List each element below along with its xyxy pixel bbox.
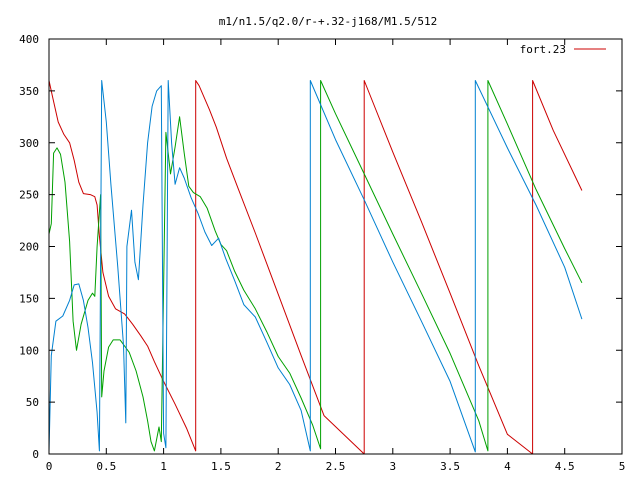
y-tick-label: 50	[26, 396, 39, 409]
series-green-line	[48, 80, 583, 452]
x-tick-label: 3	[389, 460, 396, 473]
series-blue-line	[48, 80, 583, 453]
y-tick-label: 350	[19, 85, 39, 98]
chart-title: m1/n1.5/q2.0/r-+.32-j168/M1.5/512	[219, 15, 438, 28]
y-tick-label: 100	[19, 344, 39, 357]
legend-label: fort.23	[520, 43, 566, 56]
series-red-line	[48, 80, 583, 455]
legend: fort.23	[520, 43, 606, 56]
x-tick-label: 1.5	[211, 460, 231, 473]
y-tick-label: 200	[19, 241, 39, 254]
ticks-layer: 0 0.5 1 1.5 2 2.5 3 3.5 4 4.5 50501001502002503003…	[19, 33, 625, 473]
x-tick-label: 1	[160, 460, 167, 473]
x-tick-label: 0	[46, 460, 53, 473]
y-tick-label: 400	[19, 33, 39, 46]
x-tick-label: 2	[275, 460, 282, 473]
y-tick-label: 300	[19, 137, 39, 150]
x-tick-label: 5	[619, 460, 626, 473]
y-tick-label: 250	[19, 189, 39, 202]
plot-frame	[48, 38, 623, 455]
y-tick-label: 0	[32, 448, 39, 461]
x-tick-label: 3.5	[440, 460, 460, 473]
series-layer	[48, 80, 583, 455]
y-tick-label: 150	[19, 292, 39, 305]
x-tick-label: 4	[504, 460, 511, 473]
x-tick-label: 4.5	[555, 460, 575, 473]
x-tick-label: 2.5	[326, 460, 346, 473]
x-tick-label: 0.5	[96, 460, 116, 473]
